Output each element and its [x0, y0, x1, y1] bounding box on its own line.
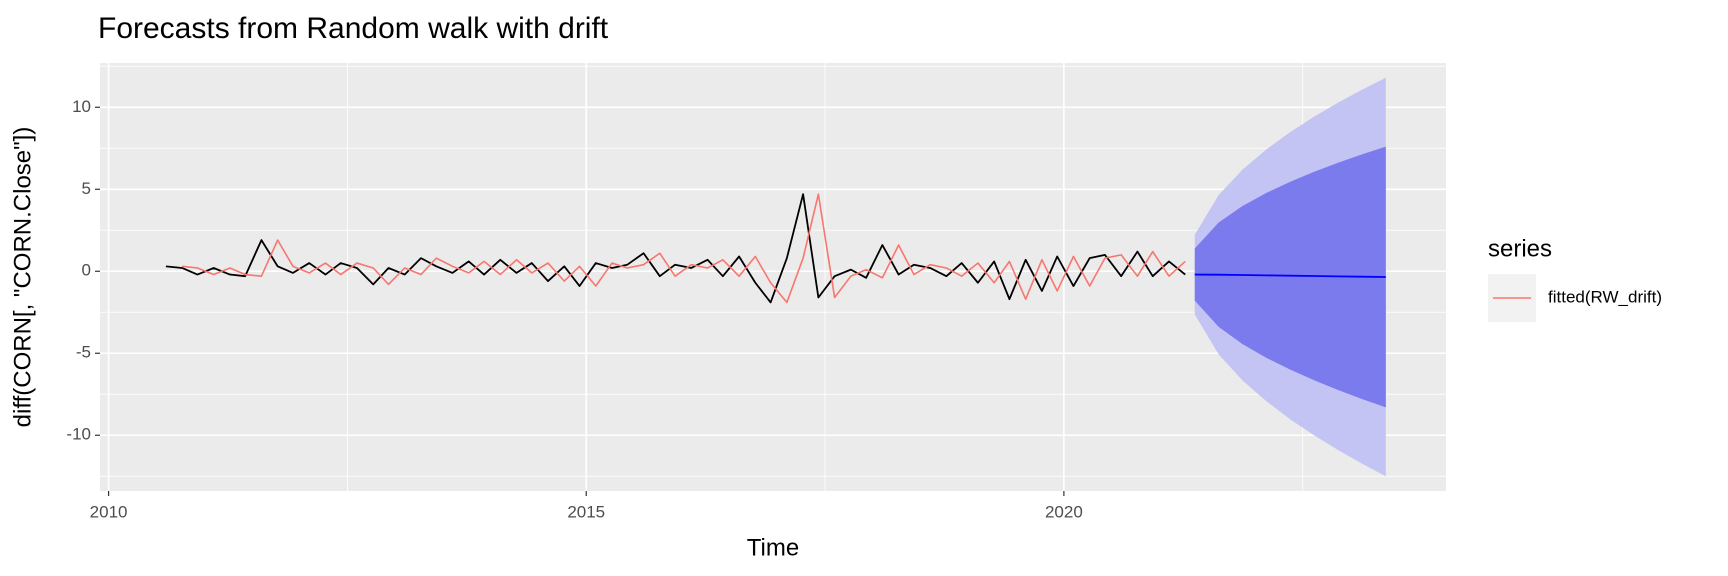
y-tick-label: -5: [76, 343, 91, 362]
y-tick-label: 10: [72, 97, 91, 116]
actual-line: [165, 193, 1186, 304]
y-tick-label: -10: [66, 425, 91, 444]
band-80: [1194, 146, 1386, 408]
x-axis-label: Time: [747, 534, 799, 561]
y-axis-label: diff(CORN[, "CORN.Close"]): [9, 127, 36, 428]
forecast-mean: [1194, 273, 1386, 278]
fitted-line: [182, 193, 1186, 304]
chart-title: Forecasts from Random walk with drift: [98, 12, 609, 45]
x-tick-label: 2020: [1045, 502, 1083, 521]
x-tick-label: 2015: [567, 502, 605, 521]
legend-label: fitted(RW_drift): [1548, 287, 1662, 306]
y-tick-label: 5: [82, 179, 91, 198]
y-tick-label: 0: [82, 261, 91, 280]
x-tick-label: 2010: [90, 502, 128, 521]
legend-title: series: [1488, 235, 1552, 262]
